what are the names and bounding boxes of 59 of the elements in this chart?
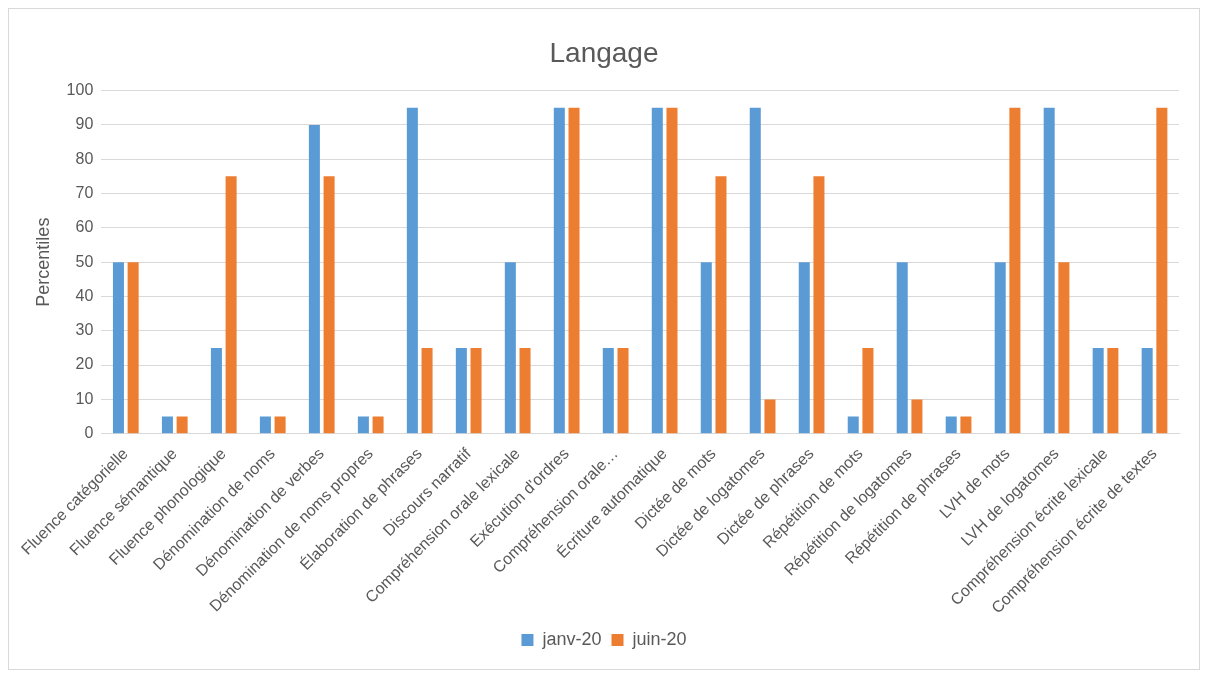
bar [357, 416, 369, 434]
bar [617, 347, 629, 434]
bar [176, 416, 188, 434]
bar [651, 107, 663, 434]
y-tick-label: 90 [75, 115, 94, 133]
bar [519, 347, 531, 434]
bar [504, 262, 516, 434]
bar [225, 176, 237, 434]
bar [960, 416, 972, 434]
bar [553, 107, 565, 434]
y-tick-label: 20 [75, 355, 94, 373]
bar [813, 176, 825, 434]
bar [308, 124, 320, 434]
bar [749, 107, 761, 434]
chart-title: Langage [549, 36, 659, 68]
bar [470, 347, 482, 434]
bar [602, 347, 614, 434]
bar [862, 347, 874, 434]
legend-label: juin-20 [631, 628, 687, 649]
bar [1092, 347, 1104, 434]
bar [127, 262, 139, 434]
bar [372, 416, 384, 434]
y-tick-label: 30 [75, 321, 94, 339]
y-axis-title: Percentiles [32, 217, 53, 307]
y-tick-label: 10 [75, 389, 94, 407]
bar [161, 416, 173, 434]
y-tick-label: 100 [66, 81, 94, 99]
bar [274, 416, 286, 434]
bar [421, 347, 433, 434]
bar [1058, 262, 1070, 434]
y-tick-label: 60 [75, 218, 94, 236]
bar [847, 416, 859, 434]
y-tick-label: 70 [75, 183, 94, 201]
bar [911, 399, 923, 434]
bar [406, 107, 418, 434]
y-tick-label: 40 [75, 286, 94, 304]
bar [1107, 347, 1119, 434]
bar [764, 399, 776, 434]
bar [1009, 107, 1021, 434]
bar [666, 107, 678, 434]
bar [1156, 107, 1168, 434]
bar [715, 176, 727, 434]
bar [323, 176, 335, 434]
bar [700, 262, 712, 434]
bar [112, 262, 124, 434]
bar [945, 416, 957, 434]
legend-label: janv-20 [541, 628, 602, 649]
y-tick-label: 50 [75, 252, 94, 270]
y-tick-label: 80 [75, 149, 94, 167]
bar [896, 262, 908, 434]
bar [798, 262, 810, 434]
bar [455, 347, 467, 434]
bar [259, 416, 271, 434]
bar [1141, 347, 1153, 434]
bar [568, 107, 580, 434]
bar [210, 347, 222, 434]
bar [1043, 107, 1055, 434]
y-tick-label: 0 [84, 424, 94, 442]
bar [994, 262, 1006, 434]
